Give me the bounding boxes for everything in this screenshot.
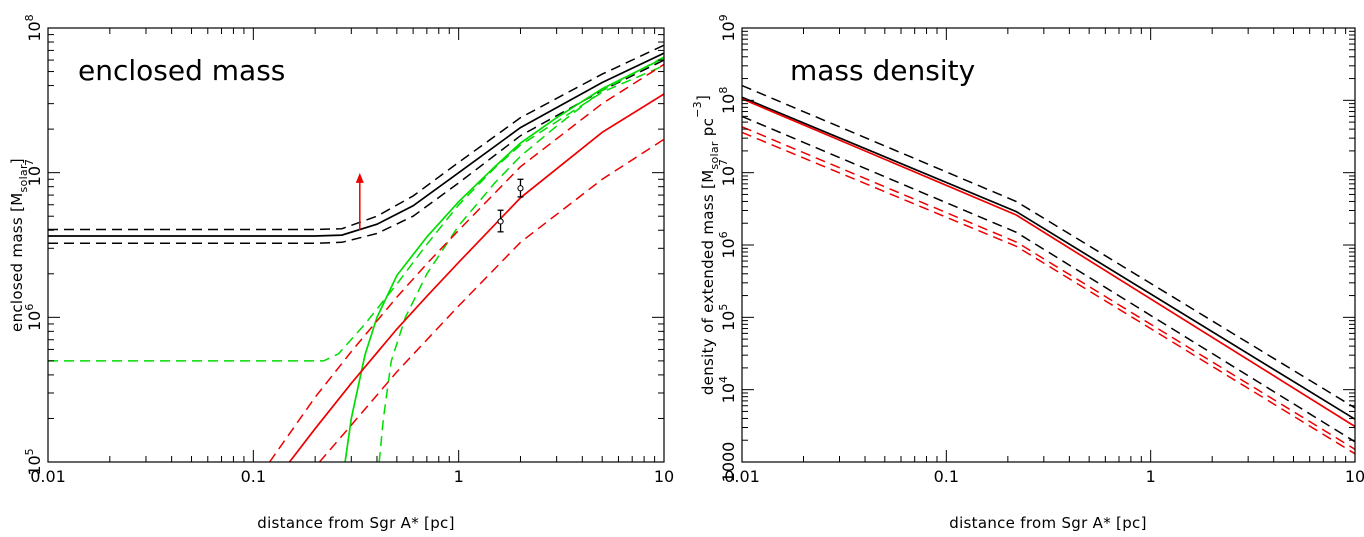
series-line-3 bbox=[344, 57, 664, 462]
y-tick-label: 108 bbox=[717, 87, 738, 114]
series-line-7 bbox=[268, 63, 664, 462]
x-tick-label: 0.1 bbox=[241, 467, 266, 486]
y-tick-label: 108 bbox=[23, 14, 44, 41]
x-tick-label: 1 bbox=[454, 467, 464, 486]
y-tick-label: 109 bbox=[717, 14, 738, 41]
y-tick-label: 104 bbox=[717, 376, 738, 403]
y-tick-label: 1000 bbox=[719, 442, 738, 483]
series-line-2 bbox=[48, 59, 664, 245]
y-tick-label: 105 bbox=[717, 304, 738, 331]
y-axis-label: density of extended mass [Msolar pc−3] bbox=[691, 95, 721, 395]
x-tick-label: 1 bbox=[1146, 467, 1156, 486]
series-group bbox=[48, 44, 664, 462]
series-line-3 bbox=[742, 98, 1355, 428]
series-line-5 bbox=[378, 56, 664, 462]
y-tick-label: 106 bbox=[717, 231, 738, 258]
plot-frame bbox=[741, 27, 1356, 463]
series-line-5 bbox=[742, 126, 1355, 450]
panel-title-enclosed-mass: enclosed mass bbox=[78, 54, 285, 87]
x-tick-label: 10 bbox=[1345, 467, 1364, 486]
y-tick-label: 106 bbox=[23, 304, 44, 331]
panel-title-mass-density: mass density bbox=[790, 54, 975, 87]
series-line-1 bbox=[48, 44, 664, 231]
series-line-0 bbox=[48, 52, 664, 237]
series-line-1 bbox=[742, 84, 1355, 409]
panel-enclosed-mass: enclosed mass distance from Sgr A* [pc] … bbox=[8, 14, 674, 532]
plot-frame bbox=[47, 27, 665, 463]
series-line-0 bbox=[742, 96, 1355, 420]
series-line-8 bbox=[318, 138, 664, 462]
x-tick-label: 0.01 bbox=[724, 467, 760, 486]
x-axis-label-enclosed-mass: distance from Sgr A* [pc] bbox=[257, 514, 454, 532]
series-line-6 bbox=[288, 93, 664, 462]
series-line-4 bbox=[742, 131, 1355, 455]
x-tick-label: 0.1 bbox=[934, 467, 959, 486]
series-group bbox=[742, 84, 1355, 455]
data-point-1 bbox=[517, 178, 524, 198]
series-line-2 bbox=[742, 115, 1355, 443]
y-axis-label: enclosed mass [Msolar] bbox=[8, 158, 30, 332]
series-line-4 bbox=[48, 64, 664, 362]
x-axis-label-mass-density: distance from Sgr A* [pc] bbox=[949, 514, 1146, 532]
x-tick-label: 10 bbox=[654, 467, 674, 486]
y-tick-label: 107 bbox=[23, 159, 44, 186]
x-tick-label: 0.01 bbox=[30, 467, 66, 486]
panel-mass-density: mass density distance from Sgr A* [pc] 0… bbox=[691, 14, 1364, 532]
y-tick-label: 105 bbox=[23, 448, 44, 475]
data-point-0 bbox=[497, 209, 504, 233]
upper-limit-arrow bbox=[355, 172, 364, 231]
y-tick-label: 107 bbox=[717, 159, 738, 186]
